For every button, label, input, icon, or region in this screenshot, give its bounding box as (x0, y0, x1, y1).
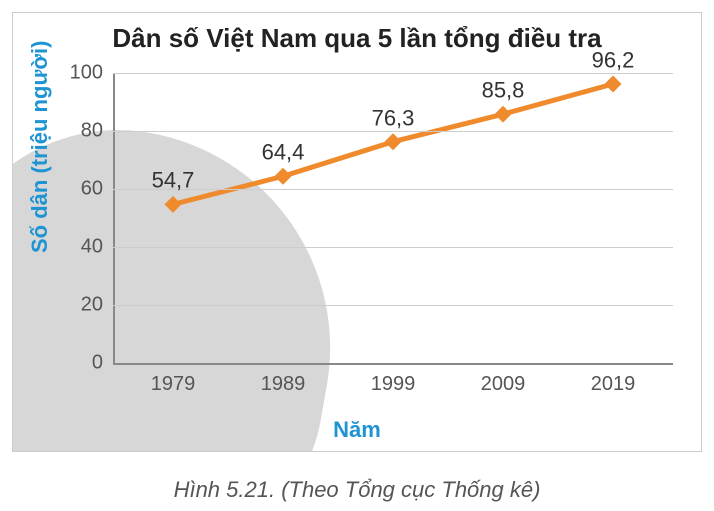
y-tick-label: 60 (53, 178, 103, 201)
x-tick-label: 1999 (371, 373, 416, 396)
x-tick-label: 1989 (261, 373, 306, 396)
x-axis-label: Năm (13, 417, 701, 443)
chart-panel: Dân số Việt Nam qua 5 lần tổng điều tra … (12, 12, 702, 452)
plot-area: 0204060801001979198919992009201954,764,4… (113, 73, 673, 383)
y-tick-label: 100 (53, 62, 103, 85)
data-marker (275, 168, 292, 185)
gridline (113, 73, 673, 74)
gridline (113, 189, 673, 190)
data-marker (495, 106, 512, 123)
gridline (113, 247, 673, 248)
y-axis-label: Số dân (triệu người) (27, 41, 53, 253)
y-tick-label: 80 (53, 120, 103, 143)
figure-container: Dân số Việt Nam qua 5 lần tổng điều tra … (0, 0, 714, 511)
data-label: 96,2 (592, 48, 635, 74)
data-label: 54,7 (152, 168, 195, 194)
x-tick-label: 2019 (591, 373, 636, 396)
x-tick-label: 2009 (481, 373, 526, 396)
data-marker (165, 196, 182, 213)
x-tick-label: 1979 (151, 373, 196, 396)
y-tick-label: 20 (53, 294, 103, 317)
figure-caption: Hình 5.21. (Theo Tổng cục Thống kê) (0, 477, 714, 503)
gridline (113, 305, 673, 306)
data-marker (605, 76, 622, 93)
y-tick-label: 0 (53, 352, 103, 375)
data-label: 76,3 (372, 105, 415, 131)
y-tick-label: 40 (53, 236, 103, 259)
data-label: 64,4 (262, 140, 305, 166)
data-label: 85,8 (482, 78, 525, 104)
data-marker (385, 133, 402, 150)
